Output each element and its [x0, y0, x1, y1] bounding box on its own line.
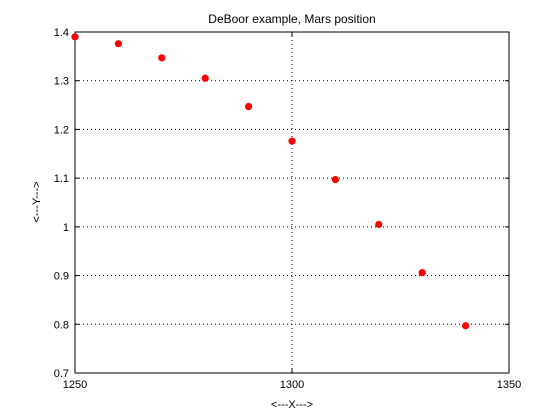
data-point [245, 102, 253, 111]
grid-lines [75, 32, 509, 373]
y-tick-label: 1.1 [54, 173, 69, 185]
y-tick-label: 1.3 [54, 76, 69, 88]
data-point [114, 40, 122, 48]
data-point [288, 137, 296, 145]
data-point [158, 54, 166, 62]
y-tick-label: 0.9 [54, 271, 69, 283]
y-axis-label: <---Y---> [31, 181, 43, 222]
data-point [462, 322, 470, 330]
tick-labels: 1250 1300 1350 0.7 0.8 0.9 1 1.1 1.2 1.3 1.4 [54, 27, 522, 391]
y-tick-label: 1.2 [54, 124, 69, 136]
x-tick-label: 1300 [280, 379, 304, 391]
data-point [71, 33, 79, 41]
data-point [375, 220, 383, 229]
plot-area [75, 32, 509, 373]
axis-ticks [74, 31, 510, 374]
data-point [201, 74, 209, 82]
y-tick-label: 1.4 [54, 27, 69, 39]
data-point [418, 269, 426, 277]
x-axis-label: <---X---> [271, 399, 313, 411]
y-tick-label: 0.8 [54, 319, 69, 331]
y-tick-label: 0.7 [54, 368, 69, 380]
x-tick-label: 1350 [497, 379, 521, 391]
chart-title: DeBoor example, Mars position [208, 12, 375, 26]
data-point [331, 176, 339, 184]
y-tick-label: 1 [63, 222, 69, 234]
data-points [71, 33, 470, 330]
x-tick-label: 1250 [63, 379, 87, 391]
